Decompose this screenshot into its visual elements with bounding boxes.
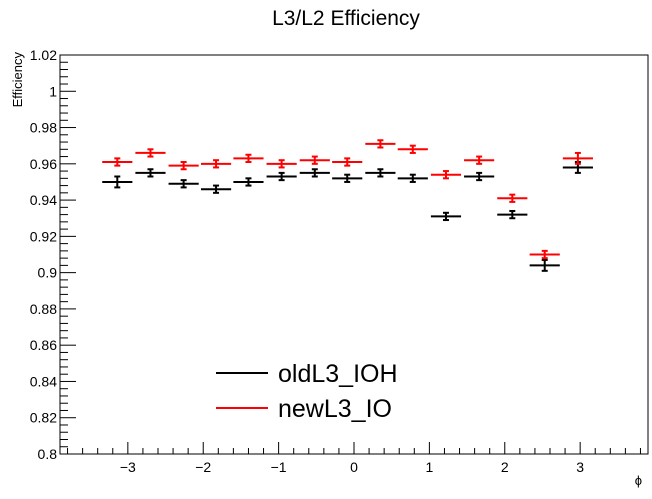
y-tick-label: 0.8 — [38, 446, 58, 462]
y-tick-label: 0.84 — [30, 373, 57, 389]
data-point — [299, 168, 330, 178]
data-point — [102, 175, 133, 189]
data-point — [266, 171, 297, 182]
data-point — [168, 179, 199, 189]
data-point — [464, 171, 495, 182]
y-tick-label: 0.94 — [30, 192, 57, 208]
y-tick-label: 1 — [49, 83, 57, 99]
y-axis-label: Efficiency — [10, 52, 25, 108]
data-point — [497, 209, 528, 220]
series-newL3_IO — [102, 139, 593, 260]
data-point — [430, 170, 462, 180]
x-tick-label: 2 — [501, 459, 509, 475]
data-point — [397, 173, 428, 183]
data-point — [135, 148, 166, 158]
legend-label: oldL3_IOH — [278, 360, 398, 388]
data-point — [365, 168, 396, 178]
data-point — [430, 211, 462, 222]
data-point — [233, 177, 264, 187]
x-axis: −3 −2 −1 0 1 2 3 — [67, 442, 641, 475]
x-tick-label: −1 — [271, 459, 287, 475]
y-tick-label: 0.88 — [30, 301, 57, 317]
data-point — [332, 157, 363, 167]
y-tick-label: 0.82 — [30, 410, 57, 426]
y-tick-label: 1.02 — [30, 47, 57, 63]
data-series — [102, 139, 593, 272]
data-point — [266, 159, 297, 169]
x-tick-label: −3 — [120, 459, 136, 475]
y-axis: 0.8 0.82 0.84 0.86 0.88 0.9 0.92 0.94 0.96 0.98 1 1… — [30, 47, 76, 462]
data-point — [397, 144, 428, 154]
data-point — [135, 168, 166, 178]
data-point — [529, 249, 560, 260]
data-point — [529, 258, 560, 272]
y-tick-label: 0.9 — [38, 265, 58, 281]
data-point — [365, 139, 396, 149]
x-tick-label: 3 — [576, 459, 584, 475]
data-point — [464, 155, 495, 165]
data-point — [332, 173, 363, 183]
data-point — [562, 151, 593, 165]
legend-label: newL3_IO — [278, 395, 392, 423]
data-point — [168, 161, 199, 171]
y-tick-label: 0.96 — [30, 156, 57, 172]
chart-title: L3/L2 Efficiency — [272, 7, 420, 30]
x-tick-label: −2 — [195, 459, 211, 475]
y-tick-label: 0.86 — [30, 337, 57, 353]
y-tick-label: 0.98 — [30, 120, 57, 136]
data-point — [200, 184, 232, 194]
data-point — [497, 193, 528, 203]
data-point — [200, 159, 232, 169]
series-oldL3_IOH — [102, 161, 593, 272]
y-tick-label: 0.92 — [30, 228, 57, 244]
legend-entry: newL3_IO — [216, 395, 392, 423]
x-tick-label: 0 — [350, 459, 358, 475]
data-point — [299, 155, 330, 165]
legend: oldL3_IOH newL3_IO — [216, 360, 398, 423]
x-tick-label: 1 — [425, 459, 433, 475]
data-point — [233, 153, 264, 164]
legend-entry: oldL3_IOH — [216, 360, 398, 388]
x-axis-label: ϕ — [635, 473, 642, 488]
data-point — [102, 157, 133, 167]
